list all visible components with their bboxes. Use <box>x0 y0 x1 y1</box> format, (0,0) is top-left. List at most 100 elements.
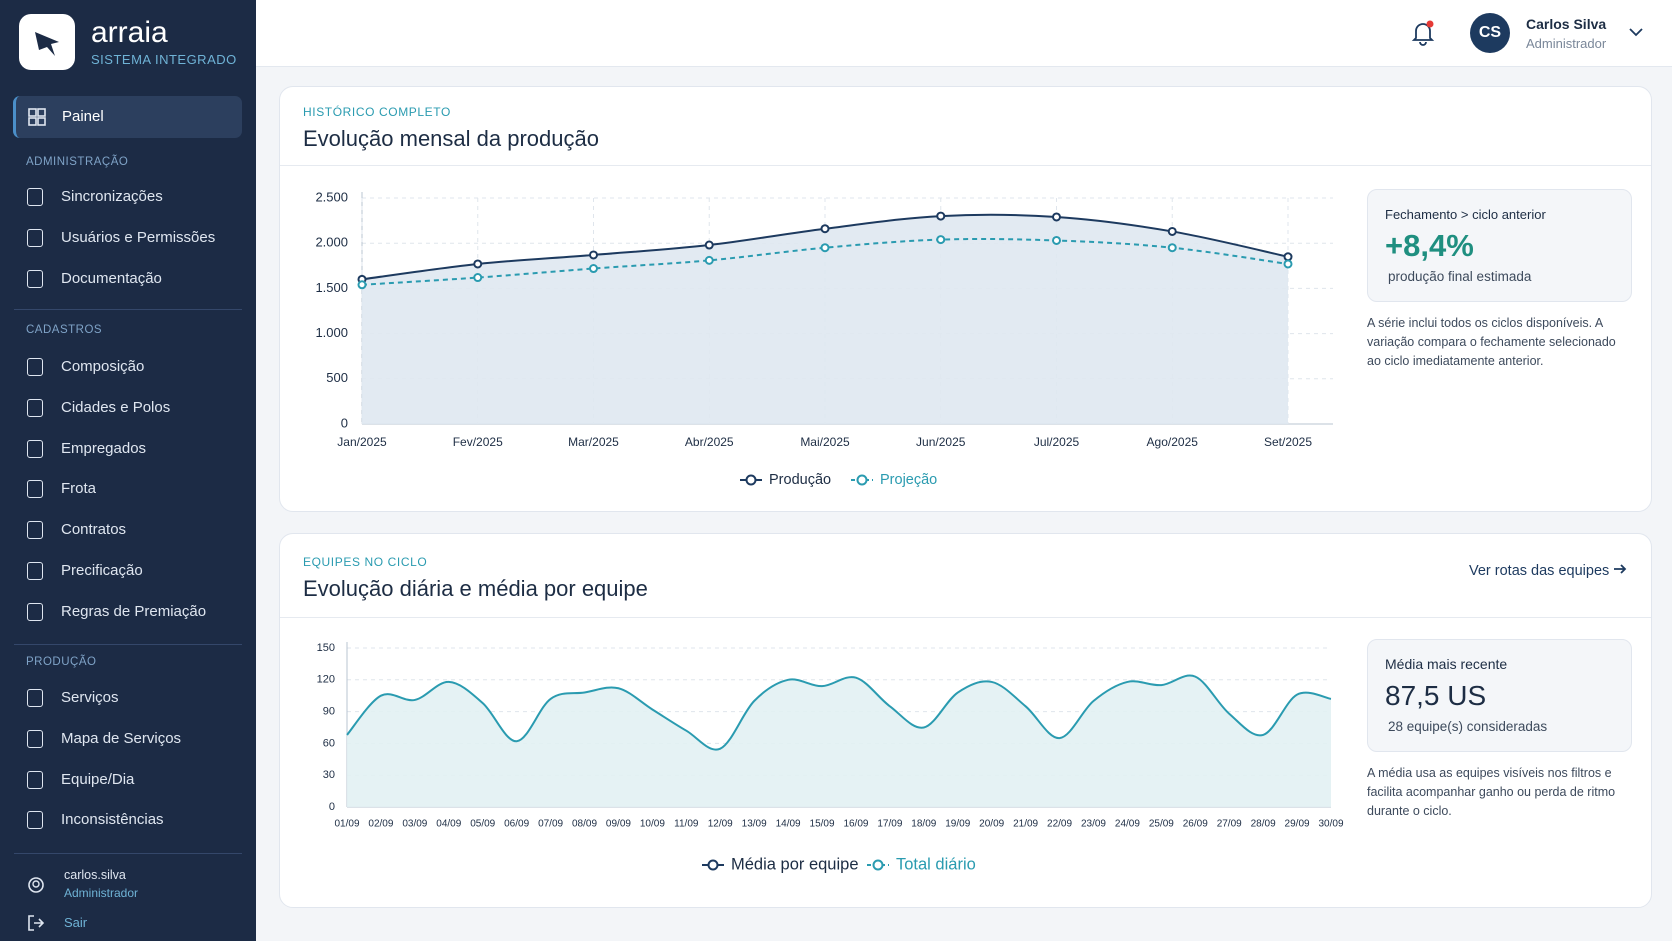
x-tick-label: Abr/2025 <box>685 435 734 449</box>
nav-item[interactable]: Inconsistências <box>61 811 164 829</box>
x-tick-label: Jan/2025 <box>337 435 387 449</box>
header-user-role: Administrador <box>1526 36 1607 51</box>
nav-item[interactable]: Serviços <box>61 689 119 706</box>
stat-label: Média mais recente <box>1385 656 1508 672</box>
x-tick-label: 26/09 <box>1183 819 1208 830</box>
nav-icon <box>27 439 43 458</box>
legend-label: Produção <box>769 472 831 488</box>
legend-label: Total diário <box>896 855 976 873</box>
note-line: durante o ciclo. <box>1367 804 1452 818</box>
stat-box: Média mais recente 87,5 US 28 equipe(s) … <box>1367 639 1632 752</box>
x-tick-label: 25/09 <box>1149 819 1174 830</box>
nav-item[interactable]: Sincronizações <box>61 188 163 205</box>
nav-item[interactable]: Documentação <box>61 269 162 287</box>
x-tick-label: 23/09 <box>1081 819 1106 830</box>
y-tick-label: 2.500 <box>315 189 348 204</box>
point <box>1283 259 1293 269</box>
user-role: Administrador <box>64 886 139 900</box>
nav-item[interactable]: Contratos <box>61 521 127 539</box>
nav-section: CADASTROS <box>26 324 103 336</box>
nav-item[interactable]: Frota <box>61 480 97 498</box>
stat-label: Fechamento > ciclo anterior <box>1385 207 1546 222</box>
nav-item[interactable]: Regras de Premiação <box>61 602 207 620</box>
point <box>936 211 946 221</box>
nav-icon <box>27 602 43 621</box>
arrow <box>1614 564 1627 574</box>
x-tick-label: 16/09 <box>843 819 868 830</box>
legend-label: Projeção <box>880 472 937 488</box>
stat-value: 87,5 US <box>1385 680 1487 711</box>
user-icon <box>28 877 44 893</box>
nav-item[interactable]: Composição <box>61 358 145 375</box>
x-tick-label: 07/09 <box>538 819 563 830</box>
x-tick-label: 14/09 <box>776 819 801 830</box>
point <box>936 235 946 245</box>
y-tick-label: 0 <box>341 415 348 430</box>
legend-marker <box>872 859 884 871</box>
point <box>704 255 714 265</box>
divider <box>14 309 242 310</box>
link-text[interactable]: Ver rotas das equipes <box>1469 563 1610 579</box>
series-line <box>346 674 1332 751</box>
divider <box>280 617 1651 618</box>
nav-icon <box>27 521 43 540</box>
notifications[interactable] <box>1410 20 1436 46</box>
nav-item[interactable]: Mapa de Serviços <box>61 729 182 747</box>
note-line: A série inclui todos os ciclos disponíve… <box>1367 316 1604 330</box>
link[interactable]: Ver rotas das equipes <box>1469 563 1627 579</box>
x-tick-label: 08/09 <box>572 819 597 830</box>
note-line: variação compara o fechamente selecionad… <box>1367 335 1616 349</box>
nav-item[interactable]: Cidades e Polos <box>61 398 171 416</box>
nav-icon <box>27 562 43 580</box>
y-tick-label: 500 <box>326 370 348 385</box>
logo <box>19 14 75 70</box>
nav-label: Painel <box>62 108 104 125</box>
x-tick-label: 02/09 <box>368 819 393 830</box>
point <box>473 273 483 283</box>
y-tick-label: 30 <box>323 769 335 781</box>
x-tick-label: 21/09 <box>1013 819 1038 830</box>
x-tick-label: 12/09 <box>708 819 733 830</box>
x-tick-label: 10/09 <box>640 819 665 830</box>
logout[interactable]: Sair <box>64 915 88 930</box>
nav-item[interactable]: Usuários e Permissões <box>61 228 216 246</box>
user-menu[interactable] <box>1628 26 1644 38</box>
x-tick-label: 27/09 <box>1217 819 1242 830</box>
x-tick-label: 19/09 <box>945 819 970 830</box>
x-tick-label: 03/09 <box>402 819 427 830</box>
nav-icon <box>27 358 43 376</box>
x-tick-label: 04/09 <box>436 819 461 830</box>
x-tick-label: 06/09 <box>504 819 529 830</box>
series-line <box>361 237 1289 286</box>
nav-section: PRODUÇÃO <box>26 656 97 668</box>
x-tick-label: 01/09 <box>334 819 359 830</box>
point <box>1167 243 1177 253</box>
nav-icon <box>27 729 43 748</box>
avatar[interactable]: CS <box>1470 13 1510 53</box>
nav-icon <box>27 269 43 288</box>
nav-item[interactable]: Precificação <box>61 562 143 579</box>
divider <box>14 644 242 645</box>
logout-icon <box>28 915 45 931</box>
point <box>820 224 830 234</box>
nav-icon <box>27 480 43 499</box>
point <box>1167 226 1177 236</box>
x-tick-label: Set/2025 <box>1264 435 1312 449</box>
x-tick-label: 17/09 <box>877 819 902 830</box>
card-title: Evolução mensal da produção <box>303 126 599 151</box>
x-tick-label: 05/09 <box>470 819 495 830</box>
header-user-name: Carlos Silva <box>1526 16 1607 32</box>
nav-item[interactable]: Equipe/Dia <box>61 770 135 788</box>
x-tick-label: 15/09 <box>810 819 835 830</box>
nav-active[interactable]: Painel <box>13 96 242 138</box>
card-eyebrow: EQUIPES NO CICLO <box>303 555 428 569</box>
nav-icon <box>27 770 43 789</box>
nav-item[interactable]: Empregados <box>61 439 147 457</box>
x-tick-label: 30/09 <box>1318 819 1343 830</box>
legend-marker <box>707 859 719 871</box>
y-tick-label: 1.000 <box>315 325 348 340</box>
x-tick-label: 24/09 <box>1115 819 1140 830</box>
point <box>473 259 483 269</box>
nav-icon <box>27 811 43 830</box>
